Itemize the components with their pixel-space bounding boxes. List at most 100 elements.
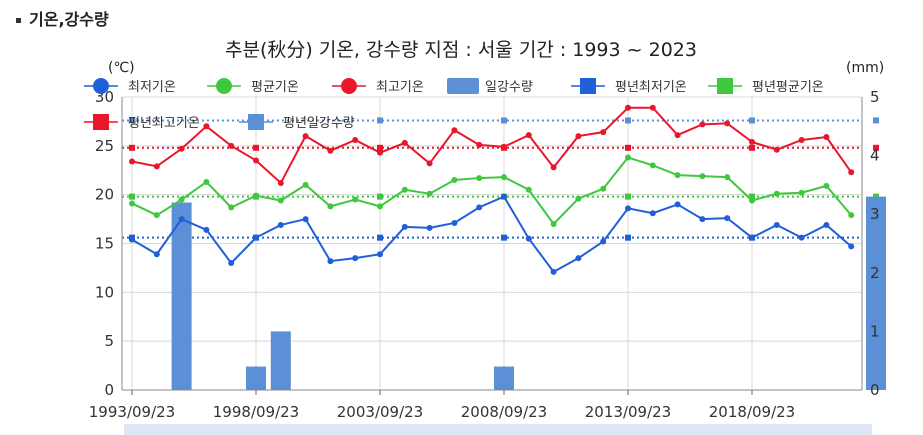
series-point: [352, 136, 359, 143]
series-point: [501, 174, 507, 181]
series-point: [649, 162, 656, 169]
legend-label: 평년최저기온: [615, 80, 687, 95]
series-point: [773, 190, 780, 197]
normal-marker: [377, 193, 383, 200]
horizontal-scrollbar[interactable]: [124, 424, 872, 435]
series-point: [476, 175, 483, 182]
series-point: [277, 221, 284, 228]
series-point: [203, 178, 210, 185]
series-point: [773, 146, 780, 153]
series-point: [501, 193, 507, 200]
series-point: [525, 235, 532, 242]
y-right-tick-label: 5: [870, 88, 880, 106]
series-point: [476, 204, 483, 211]
series-point: [649, 104, 656, 111]
x-tick-label: 1993/09/23: [89, 403, 175, 421]
series-point: [228, 142, 235, 149]
x-tick-label: 2008/09/23: [461, 403, 547, 421]
precip-bar: [171, 202, 192, 390]
legend-label: 최고기온: [376, 80, 424, 95]
section-title: 기온,강수량: [29, 10, 109, 29]
series-point: [451, 219, 458, 226]
y-right-tick-label: 1: [870, 322, 880, 340]
normal-marker: [501, 117, 507, 124]
legend-swatch: [580, 78, 596, 94]
series-point: [575, 195, 582, 202]
normal-marker: [377, 234, 383, 241]
y-left-tick-label: 15: [95, 235, 114, 253]
series-point: [724, 174, 731, 181]
series-point: [129, 158, 135, 165]
series-point: [327, 147, 334, 154]
series-point: [699, 121, 706, 128]
series-line: [131, 156, 852, 226]
series-point: [625, 205, 631, 212]
series-point: [129, 200, 135, 207]
x-tick-label: 2018/09/23: [709, 403, 795, 421]
series-point: [401, 139, 408, 146]
series-point: [153, 251, 160, 258]
legend-label: 평년최고기온: [128, 116, 200, 131]
series-point: [674, 201, 681, 208]
series-point: [773, 221, 780, 228]
normal-marker: [129, 144, 135, 151]
x-tick-label: 1998/09/23: [213, 403, 299, 421]
precip-bars: [171, 196, 886, 390]
series-point: [600, 129, 607, 136]
series-point: [253, 157, 259, 164]
legend-swatch: [93, 78, 109, 94]
legend-label: 평년평균기온: [752, 80, 824, 95]
series-line: [131, 106, 853, 185]
normal-marker: [625, 234, 631, 241]
series-point: [426, 190, 433, 197]
normal-marker: [873, 117, 879, 124]
normal-marker: [749, 117, 755, 124]
series-point: [823, 134, 830, 141]
normal-marker: [129, 193, 135, 200]
series-point: [178, 145, 185, 152]
series-point: [352, 196, 359, 203]
series-point: [749, 234, 755, 241]
series-point: [625, 104, 631, 111]
series-point: [798, 136, 805, 143]
precip-bar: [866, 196, 886, 390]
series-point: [302, 133, 309, 140]
normal-lines: [122, 117, 879, 241]
series-point: [724, 120, 731, 127]
series-point: [600, 185, 607, 192]
series-point: [401, 186, 408, 193]
series-point: [823, 182, 830, 189]
y-left-tick-label: 25: [95, 137, 114, 155]
y-right-unit: (mm): [846, 60, 884, 76]
series-point: [352, 255, 359, 262]
precip-bar: [270, 331, 291, 390]
series-point: [600, 238, 607, 245]
series-point: [798, 234, 805, 241]
series-point: [575, 133, 582, 140]
series-point: [674, 172, 681, 179]
normal-marker: [749, 193, 755, 200]
series-point: [277, 179, 284, 186]
series-point: [525, 132, 532, 139]
normal-marker: [501, 234, 507, 241]
series-point: [401, 223, 408, 230]
legend-swatch: [341, 78, 357, 94]
series-point: [575, 255, 582, 262]
precip-bar: [494, 366, 514, 390]
y-right-tick-label: 2: [870, 264, 880, 282]
legend-swatch: [248, 114, 264, 130]
series-point: [426, 160, 433, 167]
series-point: [377, 251, 383, 258]
series-point: [451, 127, 458, 134]
legend-label: 평균기온: [251, 80, 299, 95]
normal-marker: [377, 117, 383, 124]
normal-marker: [253, 144, 259, 151]
bullet-icon: [16, 18, 21, 23]
y-left-tick-label: 5: [104, 332, 114, 350]
series-point: [823, 221, 830, 228]
series-point: [377, 149, 383, 156]
y-left-tick-label: 10: [95, 283, 114, 301]
series-point: [228, 204, 235, 211]
